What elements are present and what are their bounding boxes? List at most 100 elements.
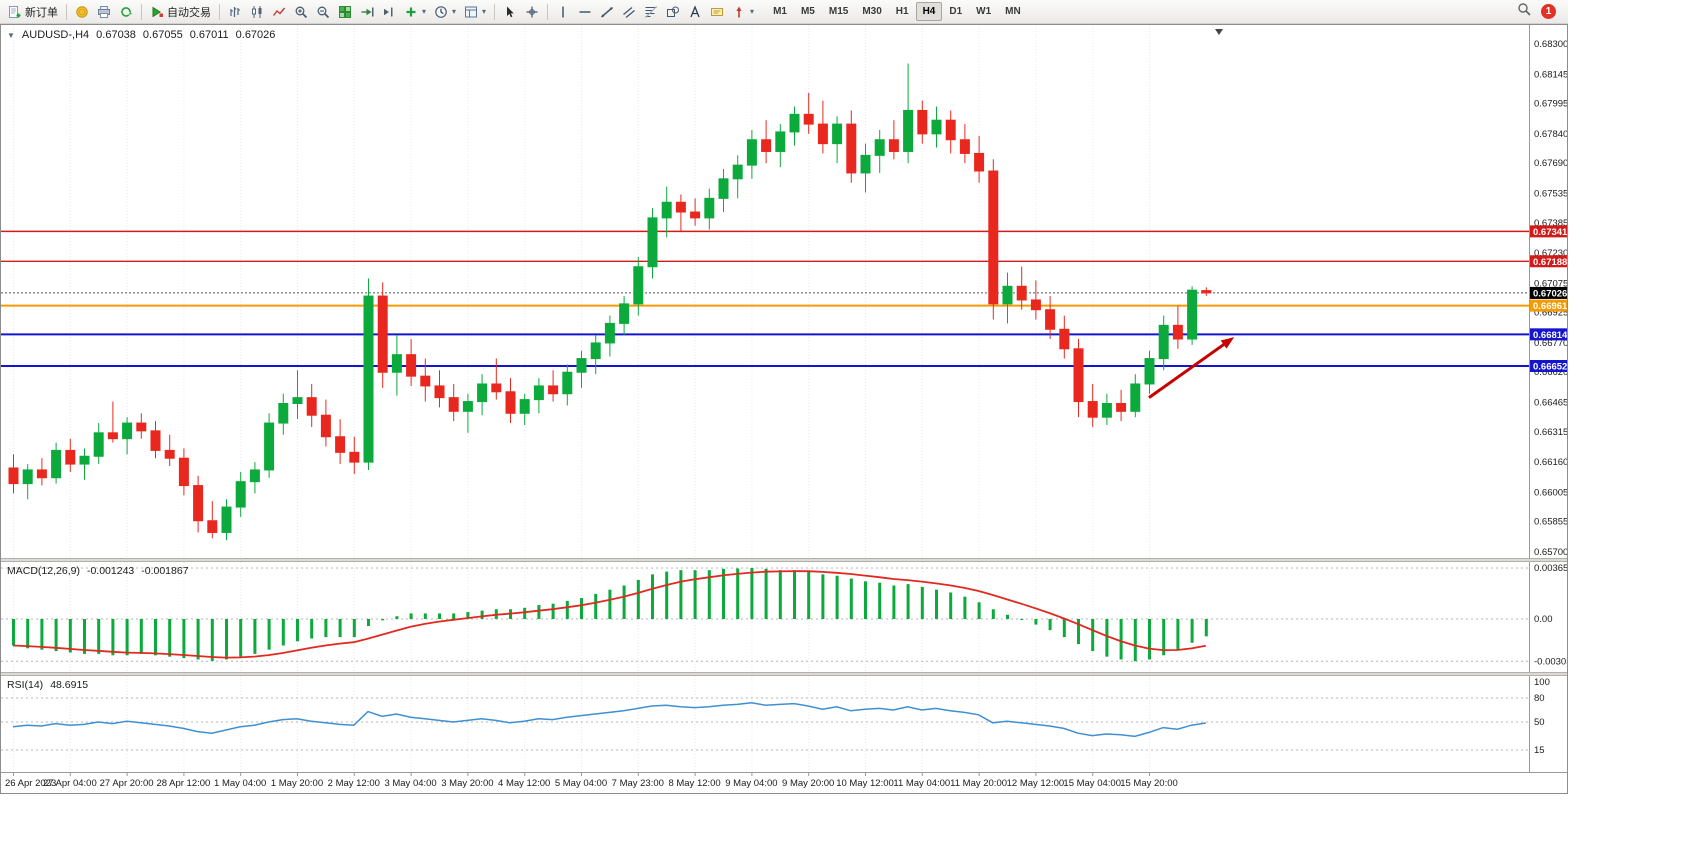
shapes-button[interactable]: [662, 1, 684, 23]
timeframe-m30-button[interactable]: M30: [862, 6, 882, 17]
timeframe-m15-button[interactable]: M15: [828, 6, 849, 17]
toolbar-right-group: 1: [1517, 2, 1564, 21]
svg-text:80: 80: [1534, 693, 1545, 704]
macd-axis[interactable]: 0.003655 0.00 -0.00303: [1534, 563, 1567, 667]
line-chart-button[interactable]: [268, 1, 290, 23]
svg-text:3 May 20:00: 3 May 20:00: [441, 778, 493, 789]
refresh-button[interactable]: [115, 1, 137, 23]
search-symbols-icon[interactable]: [1517, 2, 1531, 21]
svg-text:4 May 12:00: 4 May 12:00: [498, 778, 550, 789]
price-level-badge: 0.66961: [1530, 299, 1567, 312]
rsi-canvas[interactable]: 100 80 50 15: [1, 676, 1567, 772]
tile-windows-button[interactable]: [334, 1, 356, 23]
chart-window: 0.68300 0.68145 0.67995 0.67840 0.67690 0.675…: [0, 24, 1568, 794]
bar-chart-button[interactable]: [224, 1, 246, 23]
svg-text:0.66814: 0.66814: [1533, 330, 1567, 341]
svg-text:26 Apr 2023: 26 Apr 2023: [5, 778, 56, 789]
one-click-trading-toggle-icon[interactable]: [7, 29, 15, 41]
fibonacci-button[interactable]: [640, 1, 662, 23]
crosshair-button[interactable]: [521, 1, 543, 23]
shapes-icon: [666, 5, 680, 19]
refresh-icon: [119, 5, 133, 19]
low-value: 0.67011: [189, 29, 229, 41]
arrow-objects-button[interactable]: ▾: [728, 1, 758, 23]
timeframe-d1-button[interactable]: D1: [949, 6, 963, 17]
price-chart-canvas[interactable]: 0.68300 0.68145 0.67995 0.67840 0.67690 0.675…: [1, 25, 1567, 558]
rsi-title: RSI(14): [7, 679, 44, 691]
price-level-badge: 0.66814: [1530, 328, 1567, 341]
toolbar-separator: [66, 3, 67, 20]
macd-signal-value: -0.001867: [141, 565, 189, 577]
level-lines-group[interactable]: [1, 230, 1529, 367]
macd-panel[interactable]: 0.003655 0.00 -0.00303 MACD(12,26,9) -0.00…: [1, 562, 1567, 672]
macd-label: MACD(12,26,9) -0.001243 -0.001867: [7, 565, 189, 577]
panel-divider[interactable]: [1, 558, 1567, 562]
chevron-down-icon[interactable]: ▾: [482, 7, 487, 16]
timeframe-w1-button[interactable]: W1: [976, 6, 992, 17]
candles-group: [8, 63, 1212, 541]
symbol-period-label: AUDUSD-,H4: [21, 29, 90, 41]
notification-badge[interactable]: 1: [1541, 4, 1556, 19]
rsi-panel[interactable]: 100 80 50 15 RSI(14) 48.6915: [1, 676, 1567, 772]
timeframe-m1-button[interactable]: M1: [773, 6, 787, 17]
chart-shift-button[interactable]: [378, 1, 400, 23]
fibonacci-icon: [644, 5, 658, 19]
new-order-icon: [8, 5, 22, 19]
algo-trading-button[interactable]: 自动交易: [146, 1, 215, 23]
periods-button[interactable]: ▾: [430, 1, 460, 23]
svg-text:15: 15: [1534, 745, 1545, 756]
panel-divider[interactable]: [1, 672, 1567, 676]
cursor-icon: [503, 5, 517, 19]
cursor-button[interactable]: [499, 1, 521, 23]
svg-text:0.65855: 0.65855: [1534, 517, 1567, 528]
gold-coin-button[interactable]: [71, 1, 93, 23]
chevron-down-icon[interactable]: ▾: [422, 7, 427, 16]
candlestick-chart-button[interactable]: [246, 1, 268, 23]
vertical-line-button[interactable]: [552, 1, 574, 23]
chart-title: AUDUSD-,H4 0.67038 0.67055 0.67011 0.670…: [7, 29, 275, 41]
horizontal-line-button[interactable]: [574, 1, 596, 23]
macd-title: MACD(12,26,9): [7, 565, 80, 577]
toolbar-separator: [547, 3, 549, 20]
indicators-button[interactable]: ▾: [400, 1, 430, 23]
timeframe-h4-button[interactable]: H4: [915, 2, 943, 21]
rsi-axis[interactable]: 100 80 50 15: [1534, 677, 1550, 756]
macd-canvas[interactable]: 0.003655 0.00 -0.00303: [1, 562, 1567, 672]
svg-text:50: 50: [1534, 717, 1545, 728]
timeframe-m5-button[interactable]: M5: [800, 6, 815, 17]
candlestick-icon: [250, 5, 264, 19]
timeframe-h1-button[interactable]: H1: [895, 6, 909, 17]
chevron-down-icon[interactable]: ▾: [750, 7, 755, 16]
toolbar-separator: [494, 3, 496, 20]
trend-arrow[interactable]: [1148, 337, 1235, 399]
trendline-button[interactable]: [596, 1, 618, 23]
indicators-icon: [404, 5, 418, 19]
chevron-down-icon[interactable]: ▾: [452, 7, 457, 16]
auto-scroll-button[interactable]: [356, 1, 378, 23]
time-axis[interactable]: 26 Apr 2023 27 Apr 04:00 27 Apr 20:00 28 Ap…: [1, 772, 1567, 793]
new-order-button[interactable]: 新订单: [4, 1, 62, 23]
timeframe-mn-button[interactable]: MN: [1005, 6, 1021, 17]
svg-text:0.66961: 0.66961: [1533, 301, 1567, 312]
algo-trading-icon: [150, 5, 164, 19]
svg-text:11 May 04:00: 11 May 04:00: [893, 778, 950, 789]
svg-text:-0.00303: -0.00303: [1534, 656, 1567, 667]
clock-icon: [434, 5, 448, 19]
text-label-button[interactable]: [706, 1, 728, 23]
svg-text:15 May 20:00: 15 May 20:00: [1120, 778, 1178, 789]
text-button[interactable]: [684, 1, 706, 23]
zoom-in-button[interactable]: [290, 1, 312, 23]
trendline-icon: [600, 5, 614, 19]
templates-button[interactable]: ▾: [460, 1, 490, 23]
svg-text:0.67385: 0.67385: [1534, 218, 1567, 229]
channel-button[interactable]: [618, 1, 640, 23]
chart-shift-marker-icon[interactable]: [1215, 29, 1223, 35]
svg-text:28 Apr 12:00: 28 Apr 12:00: [156, 778, 210, 789]
printer-button[interactable]: [93, 1, 115, 23]
price-axis[interactable]: 0.68300 0.68145 0.67995 0.67840 0.67690 0.675…: [1534, 39, 1567, 558]
svg-text:0.68145: 0.68145: [1534, 69, 1567, 80]
zoom-out-button[interactable]: [312, 1, 334, 23]
auto-scroll-icon: [360, 5, 374, 19]
price-chart-panel[interactable]: 0.68300 0.68145 0.67995 0.67840 0.67690 0.675…: [1, 25, 1567, 558]
